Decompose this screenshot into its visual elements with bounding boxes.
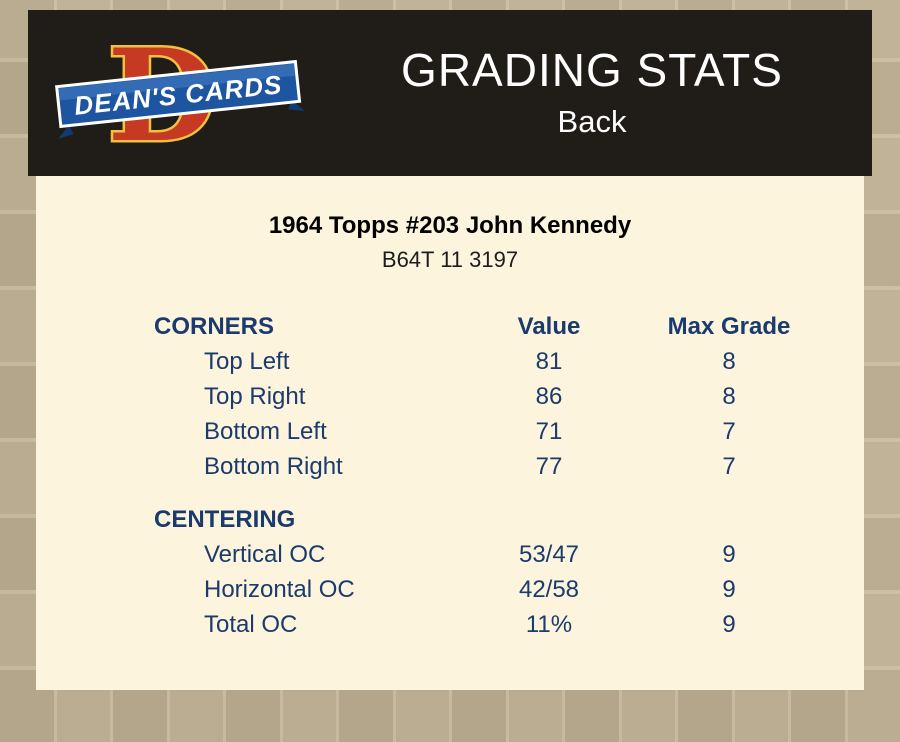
row-value: 86 bbox=[535, 382, 563, 410]
table-row: Bottom Right 77 7 bbox=[154, 449, 864, 484]
table-row: Top Left 81 8 bbox=[154, 344, 864, 379]
section-header-corners: CORNERS bbox=[154, 312, 275, 340]
grading-stats-panel: 1964 Topps #203 John Kennedy B64T 11 319… bbox=[36, 176, 864, 690]
deans-cards-logo: D DEAN'S CARDS bbox=[52, 20, 305, 173]
row-value: 42/58 bbox=[518, 575, 580, 603]
row-label: Top Right bbox=[204, 382, 306, 410]
stats-table: CORNERS Value Max Grade Top Left 81 8 To… bbox=[154, 309, 864, 642]
row-max-grade: 7 bbox=[722, 417, 736, 445]
row-max-grade: 7 bbox=[722, 452, 736, 480]
row-value: 71 bbox=[535, 417, 563, 445]
column-header-max-grade: Max Grade bbox=[667, 312, 791, 340]
table-row: Bottom Left 71 7 bbox=[154, 414, 864, 449]
row-label: Top Left bbox=[204, 347, 290, 375]
row-label: Total OC bbox=[204, 610, 298, 638]
row-label: Bottom Right bbox=[204, 452, 343, 480]
page-title: GRADING STATS bbox=[401, 43, 783, 96]
card-title: 1964 Topps #203 John Kennedy bbox=[268, 212, 632, 239]
row-max-grade: 9 bbox=[722, 575, 736, 603]
row-value: 53/47 bbox=[518, 540, 580, 568]
section-header-centering: CENTERING bbox=[154, 505, 296, 533]
row-max-grade: 9 bbox=[722, 610, 736, 638]
header-titles: GRADING STATS Back bbox=[320, 10, 864, 176]
row-label: Horizontal OC bbox=[204, 575, 355, 603]
deans-cards-logo-graphic: D DEAN'S CARDS bbox=[55, 20, 305, 173]
row-label: Vertical OC bbox=[204, 540, 326, 568]
corners-header-row: CORNERS Value Max Grade bbox=[154, 309, 864, 344]
row-value: 81 bbox=[535, 347, 563, 375]
row-value: 11% bbox=[525, 610, 573, 638]
logo-banner-highlight bbox=[58, 63, 295, 101]
row-label: Bottom Left bbox=[204, 417, 327, 445]
row-max-grade: 9 bbox=[722, 540, 736, 568]
table-row: Horizontal OC 42/58 9 bbox=[154, 572, 864, 607]
card-serial-number: B64T 11 3197 bbox=[381, 247, 519, 272]
section-gap bbox=[154, 484, 864, 502]
header: D DEAN'S CARDS GRADING STATS Back bbox=[28, 10, 872, 176]
page-subtitle: Back bbox=[557, 104, 627, 140]
column-header-value: Value bbox=[517, 312, 581, 340]
table-row: Top Right 86 8 bbox=[154, 379, 864, 414]
centering-header-row: CENTERING bbox=[154, 502, 864, 537]
row-max-grade: 8 bbox=[722, 347, 736, 375]
table-row: Total OC 11% 9 bbox=[154, 607, 864, 642]
row-max-grade: 8 bbox=[722, 382, 736, 410]
table-row: Vertical OC 53/47 9 bbox=[154, 537, 864, 572]
row-value: 77 bbox=[535, 452, 563, 480]
logo-banner-tail-left bbox=[58, 125, 74, 139]
